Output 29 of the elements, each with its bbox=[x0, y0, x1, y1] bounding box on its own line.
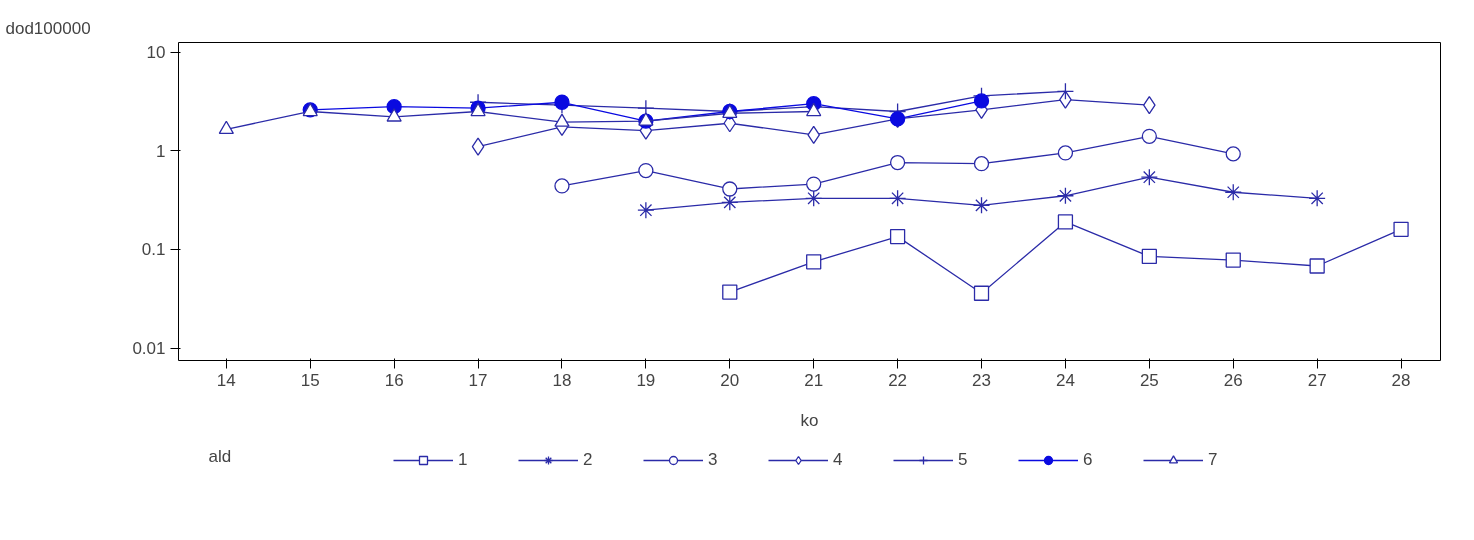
x-tick-label: 26 bbox=[1223, 370, 1243, 390]
legend-title: ald bbox=[208, 446, 232, 466]
legend-label: 2 bbox=[583, 450, 594, 470]
legend-label: 7 bbox=[1208, 450, 1219, 470]
y-tick-label: 0.1 bbox=[141, 240, 166, 260]
legend-label: 6 bbox=[1083, 450, 1094, 470]
x-tick-label: 16 bbox=[384, 370, 404, 390]
legend-label: 4 bbox=[833, 450, 844, 470]
x-tick-label: 19 bbox=[636, 370, 656, 390]
x-tick-label: 17 bbox=[468, 370, 488, 390]
legend-label: 3 bbox=[708, 450, 719, 470]
x-tick-label: 25 bbox=[1139, 370, 1159, 390]
x-tick-label: 14 bbox=[216, 370, 236, 390]
x-tick-label: 20 bbox=[720, 370, 740, 390]
legend-label: 5 bbox=[958, 450, 969, 470]
x-tick-label: 28 bbox=[1391, 370, 1411, 390]
x-tick-label: 24 bbox=[1055, 370, 1075, 390]
y-axis-title: dod100000 bbox=[5, 18, 91, 38]
y-tick-label: 10 bbox=[146, 43, 166, 63]
y-tick-label: 0.01 bbox=[132, 339, 166, 359]
legend-label: 1 bbox=[458, 450, 469, 470]
x-tick-label: 27 bbox=[1307, 370, 1327, 390]
x-tick-label: 23 bbox=[972, 370, 991, 390]
x-tick-label: 22 bbox=[888, 370, 908, 390]
x-tick-label: 15 bbox=[300, 370, 320, 390]
x-axis-title: ko bbox=[800, 410, 819, 430]
x-tick-label: 18 bbox=[552, 370, 572, 390]
y-tick-label: 1 bbox=[156, 141, 166, 161]
x-tick-label: 21 bbox=[804, 370, 824, 390]
